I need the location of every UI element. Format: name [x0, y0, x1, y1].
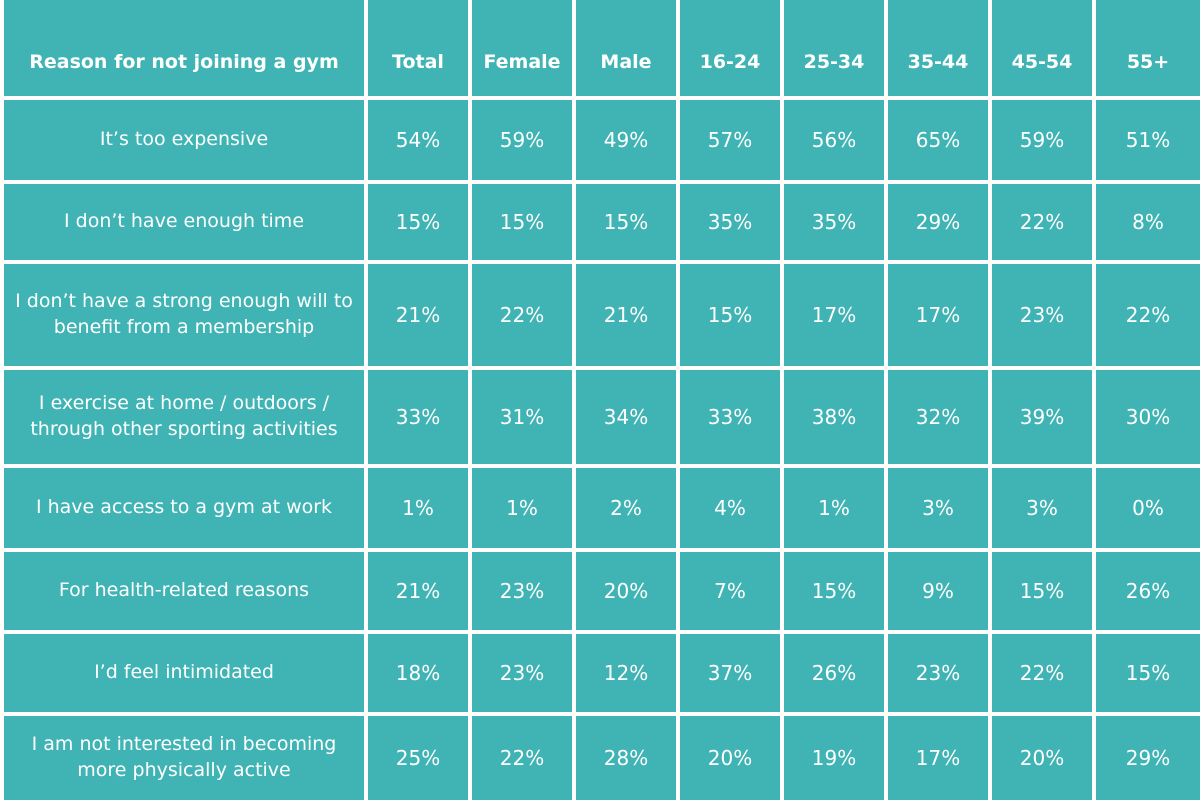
- table-cell-value: 29%: [888, 184, 988, 260]
- column-header-4554: 45-54: [992, 0, 1092, 96]
- table-cell-value: 15%: [368, 184, 468, 260]
- table-cell-value: 20%: [992, 716, 1092, 800]
- table-cell-value: 31%: [472, 370, 572, 464]
- column-header-male: Male: [576, 0, 676, 96]
- table-cell-value: 26%: [784, 634, 884, 712]
- table-cell-value: 30%: [1096, 370, 1200, 464]
- table-cell-value: 3%: [992, 468, 1092, 548]
- table-cell-value: 15%: [680, 264, 780, 366]
- table-cell-value: 23%: [472, 552, 572, 630]
- table-cell-value: 38%: [784, 370, 884, 464]
- table-cell-value: 22%: [472, 264, 572, 366]
- table-cell-value: 22%: [1096, 264, 1200, 366]
- row-label: I’d feel intimidated: [4, 634, 364, 712]
- table-cell-value: 35%: [680, 184, 780, 260]
- table-cell-value: 23%: [992, 264, 1092, 366]
- table-cell-value: 65%: [888, 100, 988, 180]
- table-cell-value: 17%: [888, 716, 988, 800]
- column-header-female: Female: [472, 0, 572, 96]
- table-cell-value: 9%: [888, 552, 988, 630]
- table-cell-value: 1%: [368, 468, 468, 548]
- table-cell-value: 22%: [992, 184, 1092, 260]
- row-label: I have access to a gym at work: [4, 468, 364, 548]
- table-cell-value: 21%: [576, 264, 676, 366]
- column-header-1624: 16-24: [680, 0, 780, 96]
- row-label: I don’t have enough time: [4, 184, 364, 260]
- table-cell-value: 1%: [472, 468, 572, 548]
- table-cell-value: 28%: [576, 716, 676, 800]
- table-cell-value: 15%: [576, 184, 676, 260]
- table-cell-value: 23%: [888, 634, 988, 712]
- table-cell-value: 1%: [784, 468, 884, 548]
- table-cell-value: 18%: [368, 634, 468, 712]
- table-cell-value: 54%: [368, 100, 468, 180]
- table-cell-value: 7%: [680, 552, 780, 630]
- table-cell-value: 15%: [992, 552, 1092, 630]
- table-cell-value: 32%: [888, 370, 988, 464]
- table-cell-value: 0%: [1096, 468, 1200, 548]
- table-cell-value: 17%: [784, 264, 884, 366]
- table-cell-value: 22%: [472, 716, 572, 800]
- column-header-reason: Reason for not joining a gym: [4, 0, 364, 96]
- table-cell-value: 59%: [992, 100, 1092, 180]
- table-cell-value: 33%: [680, 370, 780, 464]
- table-cell-value: 59%: [472, 100, 572, 180]
- table-cell-value: 39%: [992, 370, 1092, 464]
- table-cell-value: 20%: [576, 552, 676, 630]
- table-cell-value: 26%: [1096, 552, 1200, 630]
- table-cell-value: 21%: [368, 264, 468, 366]
- table-cell-value: 57%: [680, 100, 780, 180]
- table-cell-value: 25%: [368, 716, 468, 800]
- table-cell-value: 21%: [368, 552, 468, 630]
- row-label: For health-related reasons: [4, 552, 364, 630]
- table-cell-value: 33%: [368, 370, 468, 464]
- table-cell-value: 51%: [1096, 100, 1200, 180]
- table-cell-value: 15%: [784, 552, 884, 630]
- table-cell-value: 19%: [784, 716, 884, 800]
- table-cell-value: 15%: [1096, 634, 1200, 712]
- table-cell-value: 22%: [992, 634, 1092, 712]
- row-label: I exercise at home / outdoors / through …: [4, 370, 364, 464]
- table-cell-value: 15%: [472, 184, 572, 260]
- table-cell-value: 37%: [680, 634, 780, 712]
- table-cell-value: 4%: [680, 468, 780, 548]
- table-cell-value: 56%: [784, 100, 884, 180]
- table-cell-value: 35%: [784, 184, 884, 260]
- table-cell-value: 3%: [888, 468, 988, 548]
- table-cell-value: 2%: [576, 468, 676, 548]
- column-header-3544: 35-44: [888, 0, 988, 96]
- table-cell-value: 12%: [576, 634, 676, 712]
- table-cell-value: 20%: [680, 716, 780, 800]
- column-header-55: 55+: [1096, 0, 1200, 96]
- table-cell-value: 49%: [576, 100, 676, 180]
- table-cell-value: 34%: [576, 370, 676, 464]
- table-cell-value: 17%: [888, 264, 988, 366]
- row-label: I don’t have a strong enough will to ben…: [4, 264, 364, 366]
- table-cell-value: 23%: [472, 634, 572, 712]
- row-label: I am not interested in becoming more phy…: [4, 716, 364, 800]
- column-header-2534: 25-34: [784, 0, 884, 96]
- column-header-total: Total: [368, 0, 468, 96]
- table-cell-value: 8%: [1096, 184, 1200, 260]
- row-label: It’s too expensive: [4, 100, 364, 180]
- table-cell-value: 29%: [1096, 716, 1200, 800]
